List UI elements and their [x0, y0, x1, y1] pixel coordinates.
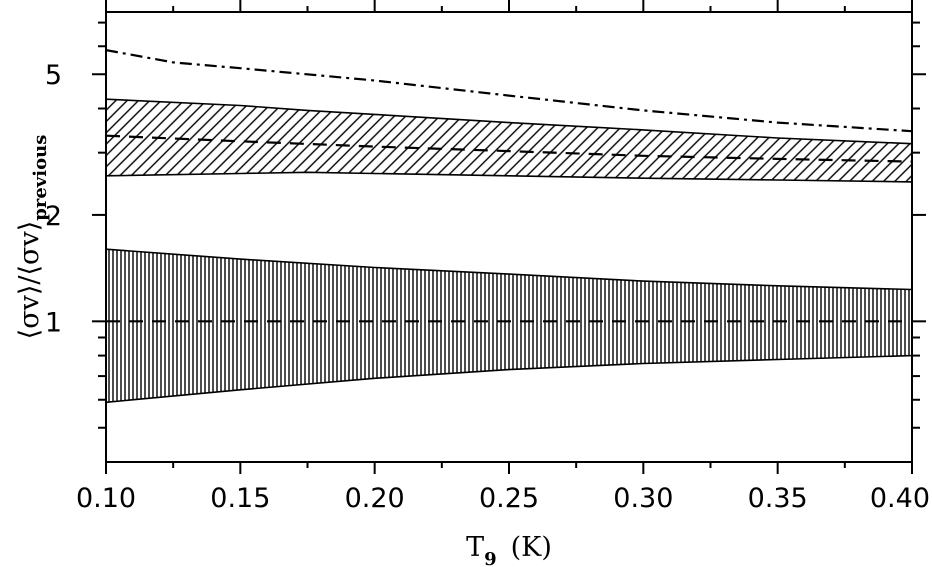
uncertainty-band-diagonal-hatched	[106, 98, 912, 183]
x-tick-label: 0.15	[210, 483, 270, 514]
axes-frame	[105, 0, 913, 463]
x-tick-label: 0.35	[748, 483, 808, 514]
y-tick-label: 2	[45, 201, 62, 232]
x-axis-ticks: 0.10 0.15 0.20 0.25 0.30 0.35 0.40	[76, 0, 930, 514]
x-axis-title: T9 (K)	[466, 532, 552, 567]
y-axis-title-subscript: previous	[30, 135, 51, 221]
x-tick-label: 0.30	[613, 483, 673, 514]
x-axis-title-unit: (K)	[511, 532, 552, 563]
y-axis-title: ⟨σv⟩/⟨σv⟩previous	[14, 135, 51, 340]
y-tick-label: 5	[45, 60, 62, 91]
dashdot-line-4	[106, 49, 912, 133]
uncertainty-band-vertical-hatched	[106, 248, 912, 404]
x-tick-label: 0.10	[76, 483, 136, 514]
x-tick-label: 0.25	[479, 483, 539, 514]
y-axis-title-main: ⟨σv⟩/⟨σv⟩	[14, 221, 45, 340]
y-axis-ticks: 1 2 5	[45, 21, 926, 429]
y-tick-label: 1	[45, 307, 62, 338]
plot-frame	[105, 11, 913, 463]
plot-area	[106, 49, 912, 404]
x-axis-title-main: T	[466, 532, 484, 563]
x-axis-title-subscript: 9	[484, 549, 497, 567]
dashed-line-3	[106, 134, 912, 163]
x-tick-label: 0.20	[345, 483, 405, 514]
x-tick-label: 0.40	[870, 483, 930, 514]
